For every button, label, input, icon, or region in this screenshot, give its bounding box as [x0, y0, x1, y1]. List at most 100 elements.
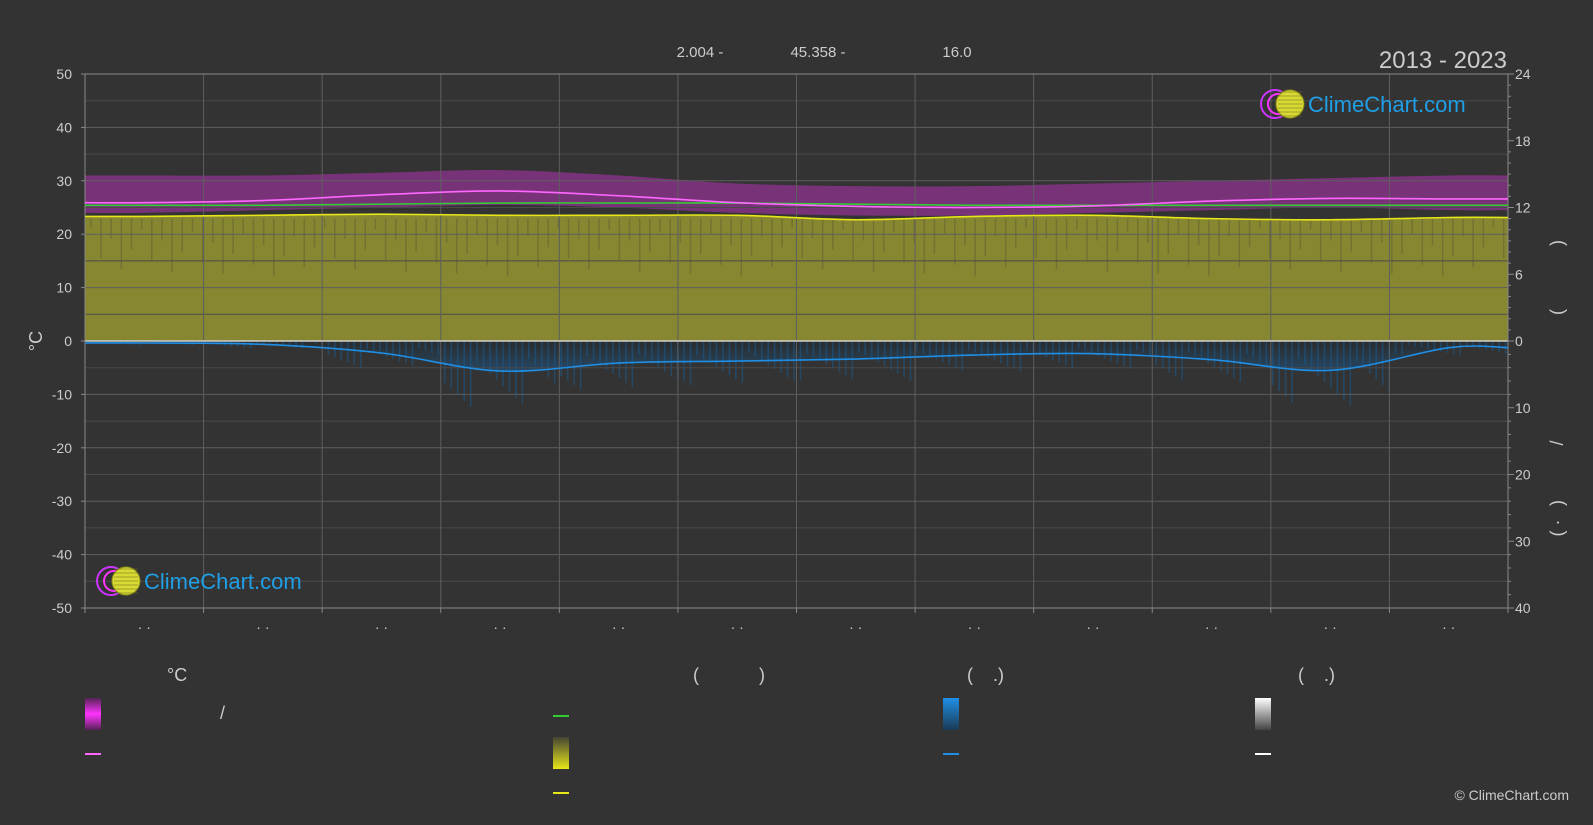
- rain-daily-bar: [101, 341, 103, 344]
- header-coordinate: 45.358 -: [790, 44, 845, 61]
- x-axis-tick-label: · ·: [731, 619, 744, 635]
- rain-daily-bar: [1323, 341, 1326, 383]
- rain-daily-bar: [845, 341, 847, 376]
- sunshine-variation-mark: [1319, 218, 1322, 261]
- rain-daily-bar: [1207, 341, 1209, 364]
- rain-daily-bar: [359, 341, 362, 368]
- sunshine-variation-mark: [740, 218, 743, 276]
- rain-daily-bar: [1220, 341, 1222, 371]
- rain-daily-bar: [1265, 341, 1268, 366]
- sunshine-variation-mark: [913, 218, 915, 243]
- rain-daily-bar: [1045, 341, 1048, 358]
- rain-daily-bar: [1000, 341, 1002, 364]
- sunshine-variation-mark: [659, 218, 661, 232]
- rain-daily-bar: [618, 341, 621, 379]
- sunshine-variation-mark: [273, 218, 275, 276]
- right-axis-hours-tick-label: 24: [1515, 66, 1531, 82]
- sunshine-variation-mark: [334, 218, 336, 259]
- sunshine-variation-mark: [1086, 218, 1088, 261]
- sunshine-variation-mark: [1441, 218, 1444, 276]
- rain-daily-bar: [534, 341, 537, 366]
- sunshine-variation-mark: [191, 218, 194, 232]
- sunshine-variation-mark: [842, 218, 844, 230]
- rain-daily-bar: [94, 341, 97, 343]
- rain-daily-bar: [980, 341, 983, 356]
- rain-daily-bar: [1226, 341, 1229, 375]
- temperature-mean-line: [84, 190, 1509, 209]
- sunshine-variation-mark: [710, 218, 712, 235]
- rain-daily-bar: [541, 341, 543, 372]
- sunshine-variation-mark: [943, 218, 946, 235]
- logo-top-right: ClimeChart.com: [1260, 89, 1466, 119]
- sunshine-variation-mark: [893, 218, 895, 232]
- sunshine-variation-mark: [344, 218, 346, 239]
- rain-daily-bar: [1142, 341, 1145, 353]
- sunshine-variation-mark: [1137, 218, 1139, 263]
- rain-daily-bar: [366, 341, 368, 350]
- sunshine-variation-mark: [1492, 218, 1495, 228]
- sunshine-variation-mark: [1025, 218, 1027, 228]
- sunshine-variation-mark: [1279, 218, 1281, 239]
- rain-daily-bar: [954, 341, 957, 368]
- sunshine-variation-mark: [1370, 218, 1373, 263]
- sunshine-variation-mark: [547, 218, 549, 248]
- sunshine-variation-mark: [110, 218, 112, 239]
- header-coordinate: 16.0: [942, 44, 971, 61]
- rain-daily-bar: [1310, 341, 1313, 371]
- legend-swatch-rain-mean: [943, 753, 959, 755]
- left-axis-tick-label: 30: [56, 173, 72, 189]
- sunshine-variation-mark: [1401, 218, 1403, 254]
- rain-daily-bar: [663, 341, 666, 372]
- rain-daily-bar: [1420, 341, 1423, 348]
- rain-daily-bar: [1019, 341, 1022, 372]
- sunshine-variation-mark: [1360, 218, 1363, 232]
- rain-daily-bar: [922, 341, 925, 354]
- rain-daily-bar: [275, 341, 278, 346]
- copyright: © ClimeChart.com: [1454, 787, 1569, 803]
- header-coordinate: 2.004 -: [677, 44, 724, 61]
- rain-daily-bar: [605, 341, 608, 370]
- rain-daily-bar: [903, 341, 905, 378]
- sunshine-variation-mark: [1350, 218, 1352, 252]
- rain-daily-bar: [1414, 341, 1416, 347]
- rain-daily-bar: [398, 341, 401, 362]
- sunshine-variation-mark: [90, 218, 92, 228]
- rain-daily-bar: [256, 341, 259, 344]
- rain-daily-bar: [269, 341, 271, 345]
- sunshine-variation-mark: [1258, 218, 1261, 228]
- sunshine-variation-mark: [151, 218, 153, 261]
- rain-daily-bar: [702, 341, 705, 360]
- rain-daily-bar: [288, 341, 291, 347]
- sunshine-variation-mark: [476, 218, 478, 235]
- sunshine-variation-mark: [1076, 218, 1078, 230]
- right-axis-rain-tick-label: 40: [1515, 600, 1531, 616]
- legend-temp-range-slash: /: [220, 703, 226, 723]
- left-axis-tick-label: 20: [56, 226, 72, 242]
- rain-daily-bar: [1317, 341, 1319, 377]
- rain-daily-bar: [812, 341, 815, 358]
- rain-daily-bar: [864, 341, 867, 356]
- rain-daily-bar: [1233, 341, 1235, 379]
- sunshine-variation-mark: [608, 218, 610, 230]
- rain-daily-bar: [515, 341, 517, 399]
- sunshine-variation-mark: [1482, 218, 1485, 248]
- rain-daily-bar: [1246, 341, 1248, 355]
- sunshine-variation-mark: [1126, 218, 1129, 232]
- left-axis-label: °C: [26, 331, 46, 351]
- rain-daily-bar: [1026, 341, 1028, 351]
- sunshine-variation-mark: [1411, 218, 1413, 235]
- legend-swatch-rain: [943, 698, 959, 730]
- sunshine-variation-mark: [374, 218, 377, 230]
- sunshine-variation-mark: [791, 218, 793, 228]
- rain-daily-bar: [599, 341, 601, 366]
- rain-daily-bar: [301, 341, 304, 349]
- right-axis-label-fragment: (: [1547, 309, 1567, 315]
- sunshine-variation-mark: [567, 218, 570, 259]
- rain-daily-bar: [1097, 341, 1099, 357]
- rain-daily-bar: [819, 341, 821, 361]
- sunshine-variation-mark: [1015, 218, 1017, 248]
- rain-daily-bar: [1200, 341, 1203, 360]
- sunshine-variation-mark: [161, 218, 163, 241]
- rain-daily-bar: [709, 341, 711, 364]
- x-axis-tick-label: · ·: [493, 619, 506, 635]
